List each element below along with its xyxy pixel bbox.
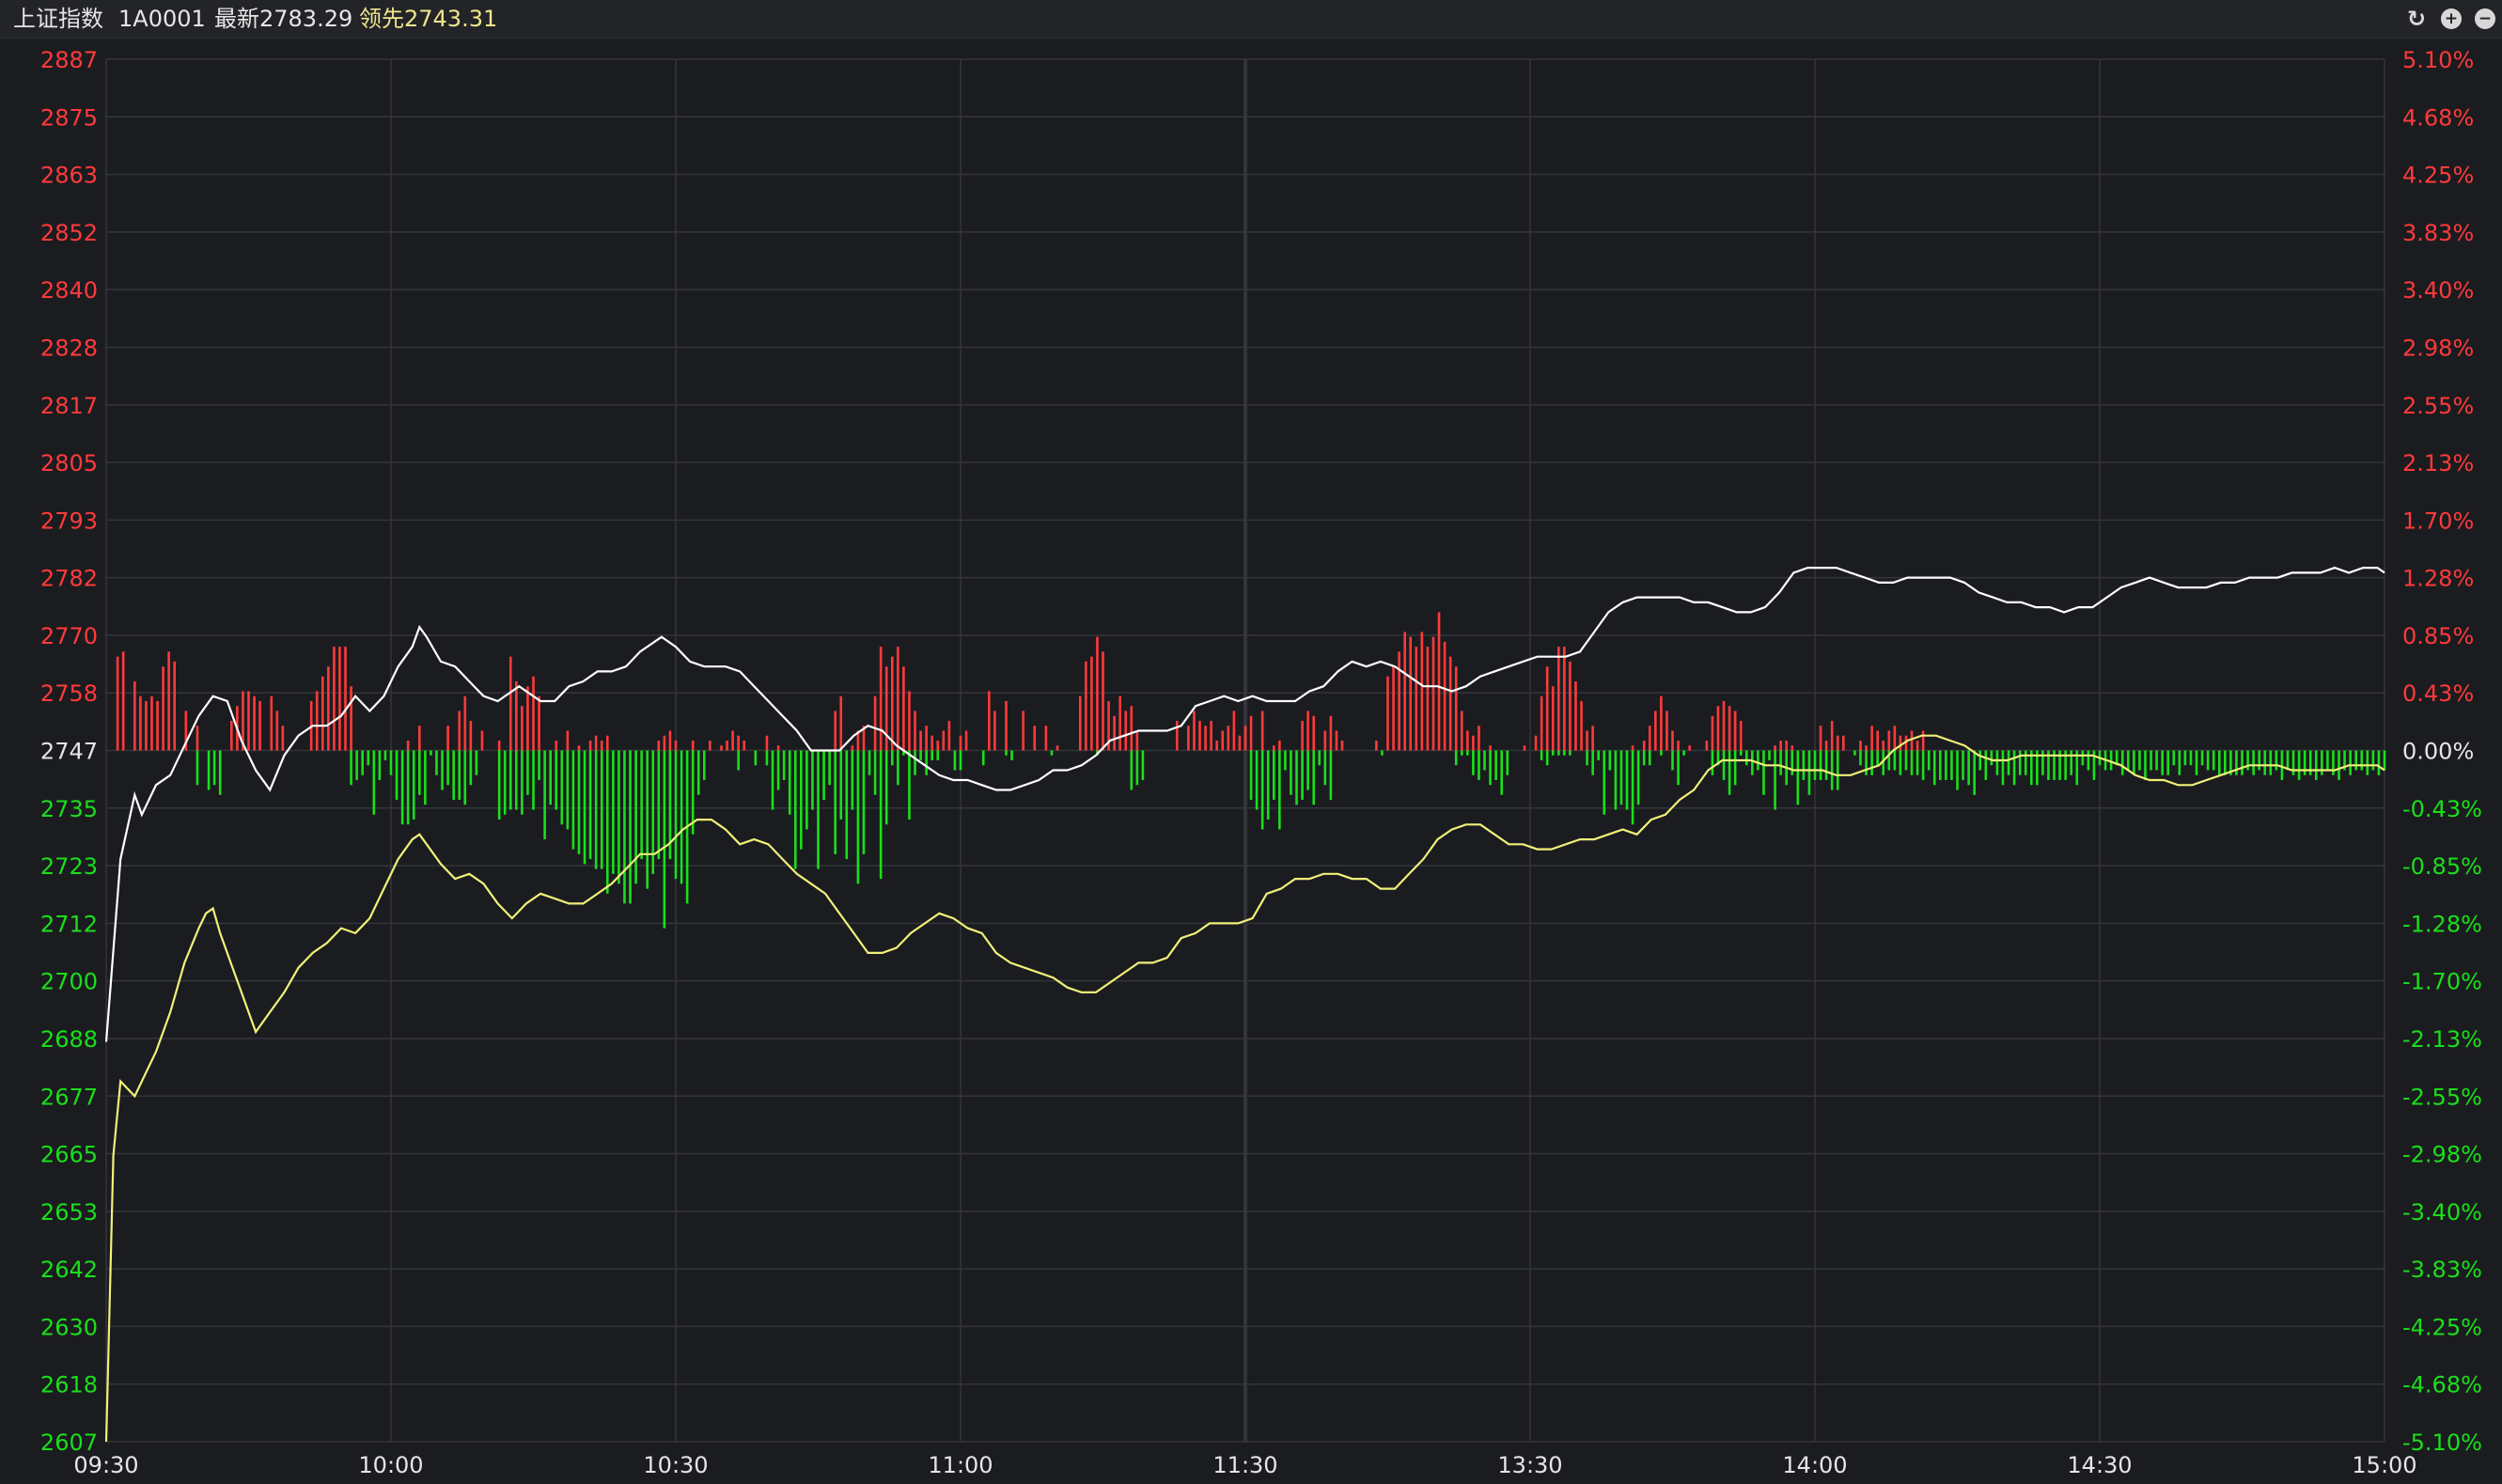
percent-tick-label: 0.85%: [2402, 623, 2474, 649]
percent-tick-label: -1.28%: [2402, 911, 2482, 937]
percent-tick-label: 5.10%: [2402, 47, 2474, 73]
price-tick-label: 2653: [40, 1199, 98, 1226]
time-tick-label: 14:30: [2067, 1452, 2132, 1478]
price-tick-label: 2828: [40, 335, 98, 361]
index-price-line: [104, 566, 2385, 1042]
latest-price-label: 最新2783.29: [214, 6, 353, 32]
refresh-icon[interactable]: ↻: [2406, 6, 2427, 32]
time-tick-label: 11:00: [928, 1452, 993, 1478]
price-tick-label: 2852: [40, 220, 98, 246]
percent-tick-label: -5.10%: [2402, 1429, 2482, 1456]
percent-tick-label: 0.43%: [2402, 680, 2474, 707]
time-tick-label: 10:30: [643, 1452, 708, 1478]
percent-tick-label: -3.40%: [2402, 1199, 2482, 1226]
percent-tick-label: -4.68%: [2402, 1372, 2482, 1398]
leader-price-label: 领先2743.31: [359, 6, 498, 32]
volume-bars: [116, 612, 2386, 929]
percent-tick-label: -2.55%: [2402, 1084, 2482, 1110]
price-tick-label: 2770: [40, 623, 98, 649]
percent-tick-label: -0.43%: [2402, 796, 2482, 822]
price-tick-label: 2688: [40, 1026, 98, 1053]
percent-tick-label: 1.28%: [2402, 566, 2474, 592]
minus-circle-icon[interactable]: −: [2475, 8, 2495, 29]
price-tick-label: 2863: [40, 163, 98, 189]
percent-tick-label: -1.70%: [2402, 969, 2482, 995]
intraday-chart: 2887 2875 2863 2852 2840 2828 2817 2805 2793 2782…: [40, 47, 2482, 1478]
price-tick-label: 2607: [40, 1429, 98, 1456]
percent-tick-label: -2.98%: [2402, 1142, 2482, 1168]
price-tick-label: 2782: [40, 566, 98, 592]
price-tick-label: 2887: [40, 47, 98, 73]
price-lines: [104, 566, 2385, 1443]
percent-tick-label: 4.68%: [2402, 104, 2474, 131]
price-tick-label: 2793: [40, 508, 98, 534]
percent-tick-label: -2.13%: [2402, 1026, 2482, 1053]
percent-tick-label: 4.25%: [2402, 163, 2474, 189]
price-tick-label: 2875: [40, 104, 98, 131]
index-code: 1A0001: [118, 6, 206, 32]
percent-tick-label: 3.83%: [2402, 220, 2474, 246]
price-tick-label: 2712: [40, 911, 98, 937]
stock-header-bar: 上证指数 1A0001 最新2783.29 领先2743.31 ↻ + −: [0, 0, 2502, 39]
time-tick-label: 10:00: [358, 1452, 423, 1478]
percent-tick-label: 2.55%: [2402, 393, 2474, 419]
time-tick-label: 14:00: [1782, 1452, 1847, 1478]
percent-tick-label: -0.85%: [2402, 853, 2482, 880]
percent-tick-label: 1.70%: [2402, 508, 2474, 534]
price-tick-label: 2747: [40, 739, 98, 765]
percent-tick-label: 2.98%: [2402, 335, 2474, 361]
percent-tick-label: 3.40%: [2402, 277, 2474, 304]
price-tick-label: 2700: [40, 969, 98, 995]
price-tick-label: 2723: [40, 853, 98, 880]
plus-circle-icon[interactable]: +: [2441, 8, 2462, 29]
percent-tick-label: 0.00%: [2402, 739, 2474, 765]
price-tick-label: 2677: [40, 1084, 98, 1110]
price-tick-label: 2735: [40, 796, 98, 822]
price-tick-label: 2642: [40, 1257, 98, 1283]
price-tick-label: 2630: [40, 1314, 98, 1340]
price-axis-labels: 2887 2875 2863 2852 2840 2828 2817 2805 2793 2782…: [40, 47, 98, 1456]
price-tick-label: 2618: [40, 1372, 98, 1398]
time-tick-label: 09:30: [73, 1452, 138, 1478]
price-tick-label: 2758: [40, 680, 98, 707]
percent-axis-labels: 5.10% 4.68% 4.25% 3.83% 3.40% 2.98% 2.55% 2.13%…: [2402, 47, 2482, 1456]
price-tick-label: 2665: [40, 1142, 98, 1168]
time-tick-label: 15:00: [2352, 1452, 2416, 1478]
percent-tick-label: -4.25%: [2402, 1314, 2482, 1340]
time-axis-labels: 09:30 10:00 10:30 11:00 11:30 13:30 14:00 14:30…: [73, 1452, 2416, 1478]
time-tick-label: 11:30: [1212, 1452, 1277, 1478]
index-name: 上证指数: [13, 6, 103, 32]
percent-tick-label: -3.83%: [2402, 1257, 2482, 1283]
price-tick-label: 2805: [40, 450, 98, 476]
leader-price-line: [104, 734, 2385, 1443]
price-tick-label: 2817: [40, 393, 98, 419]
percent-tick-label: 2.13%: [2402, 450, 2474, 476]
time-tick-label: 13:30: [1497, 1452, 1562, 1478]
price-tick-label: 2840: [40, 277, 98, 304]
